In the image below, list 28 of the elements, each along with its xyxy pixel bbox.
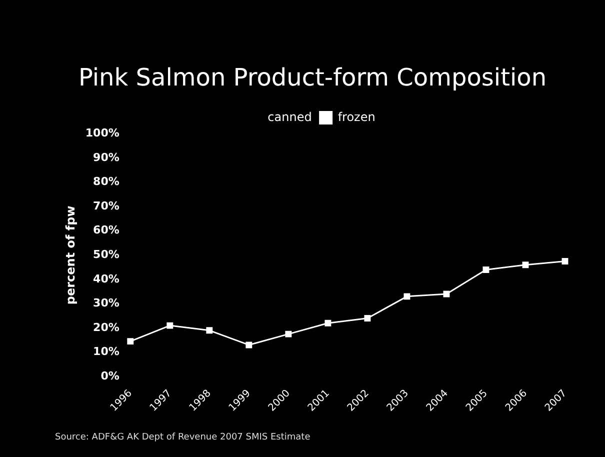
point <box>443 290 450 298</box>
point <box>364 315 371 322</box>
y-tick-label: 60% <box>93 224 120 237</box>
point <box>482 266 490 273</box>
y-tick-label: 50% <box>93 248 120 262</box>
y-tick-label: 90% <box>93 150 120 164</box>
y-tick-label: 100% <box>85 126 120 140</box>
y-tick-label: 20% <box>93 320 120 334</box>
y-tick-label: 10% <box>93 345 120 358</box>
point <box>562 258 568 264</box>
y-tick-label: 70% <box>93 199 120 212</box>
point <box>127 338 134 345</box>
point <box>166 322 174 329</box>
point <box>246 342 252 348</box>
y-axis-title: percent of fpw <box>63 206 78 305</box>
text: canned <box>268 110 312 124</box>
y-tick-label: 80% <box>93 175 120 188</box>
source-note: Source: ADF&G AK Dept of Revenue 2007 SMIS Estimate <box>55 432 311 442</box>
y-tick-label: 0% <box>100 369 120 382</box>
legend-label: frozen <box>338 110 376 124</box>
point <box>522 262 529 268</box>
y-tick-label: 30% <box>93 296 120 310</box>
point <box>324 320 332 326</box>
point <box>404 293 410 300</box>
y-tick-label: 40% <box>93 272 120 286</box>
chart-title: Pink Salmon Product-form Composition <box>78 64 547 92</box>
point <box>285 330 292 338</box>
point <box>206 327 213 334</box>
